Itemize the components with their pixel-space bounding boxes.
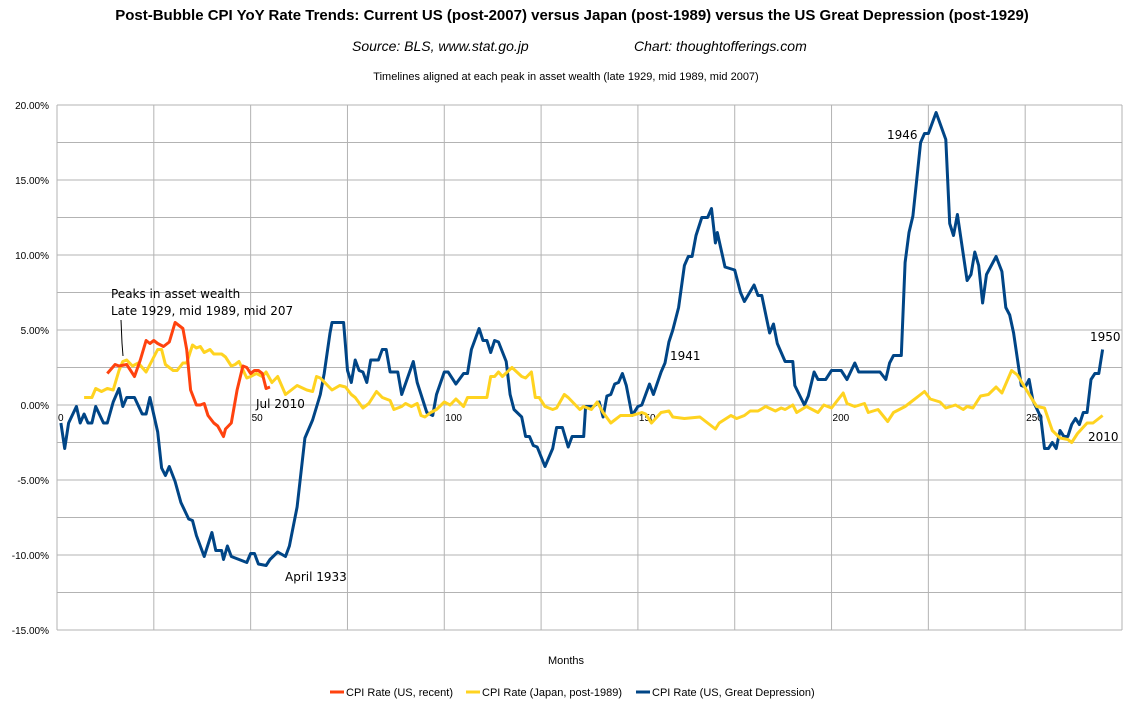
annotation-leader-line <box>120 319 124 357</box>
annotation-2010: 2010 <box>1088 430 1119 444</box>
chart-title: Post-Bubble CPI YoY Rate Trends: Current… <box>115 7 1029 24</box>
chart-subtitle: Timelines aligned at each peak in asset … <box>373 71 758 83</box>
x-tick-label: 0 <box>58 413 64 424</box>
y-tick-label: 10.00% <box>15 251 49 262</box>
annotation-1946: 1946 <box>887 128 918 142</box>
series-lines <box>59 111 1105 567</box>
annotation-april-1933: April 1933 <box>285 570 347 584</box>
legend-label: CPI Rate (US, recent) <box>346 687 453 699</box>
y-tick-label: -10.00% <box>12 551 49 562</box>
x-tick-label: 250 <box>1026 413 1043 424</box>
annotation-peaks-line1: Peaks in asset wealth <box>111 287 240 301</box>
annotation-peaks-line2: Late 1929, mid 1989, mid 207 <box>111 304 293 318</box>
x-tick-label: 200 <box>833 413 850 424</box>
series-line-0 <box>106 321 271 438</box>
x-axis-ticks: 0 50 100 150 200 250 <box>58 413 1043 424</box>
series-line-1 <box>84 343 1104 444</box>
legend-label: CPI Rate (Japan, post-1989) <box>482 687 622 699</box>
chart-source: Source: BLS, www.stat.go.jp <box>352 38 529 54</box>
y-tick-label: 15.00% <box>15 176 49 187</box>
y-tick-label: -15.00% <box>12 626 49 637</box>
annotation-jul-2010: Jul 2010 <box>255 397 305 411</box>
legend: CPI Rate (US, recent) CPI Rate (Japan, po… <box>330 687 815 699</box>
y-tick-label: 20.00% <box>15 101 49 112</box>
annotation-1941: 1941 <box>670 349 701 363</box>
y-tick-label: -5.00% <box>17 476 49 487</box>
x-tick-label: 100 <box>445 413 462 424</box>
annotation-1950: 1950 <box>1090 330 1121 344</box>
legend-label: CPI Rate (US, Great Depression) <box>652 687 815 699</box>
chart-credit: Chart: thoughtofferings.com <box>634 38 807 54</box>
y-axis-ticks: -15.00% -10.00% -5.00% 0.00% 5.00% 10.00% 15.0… <box>12 101 49 637</box>
y-tick-label: 5.00% <box>21 326 49 337</box>
annotations: Peaks in asset wealth Late 1929, mid 198… <box>111 128 1121 584</box>
y-tick-label: 0.00% <box>21 401 49 412</box>
x-axis-label: Months <box>548 655 585 667</box>
x-tick-label: 50 <box>252 413 264 424</box>
